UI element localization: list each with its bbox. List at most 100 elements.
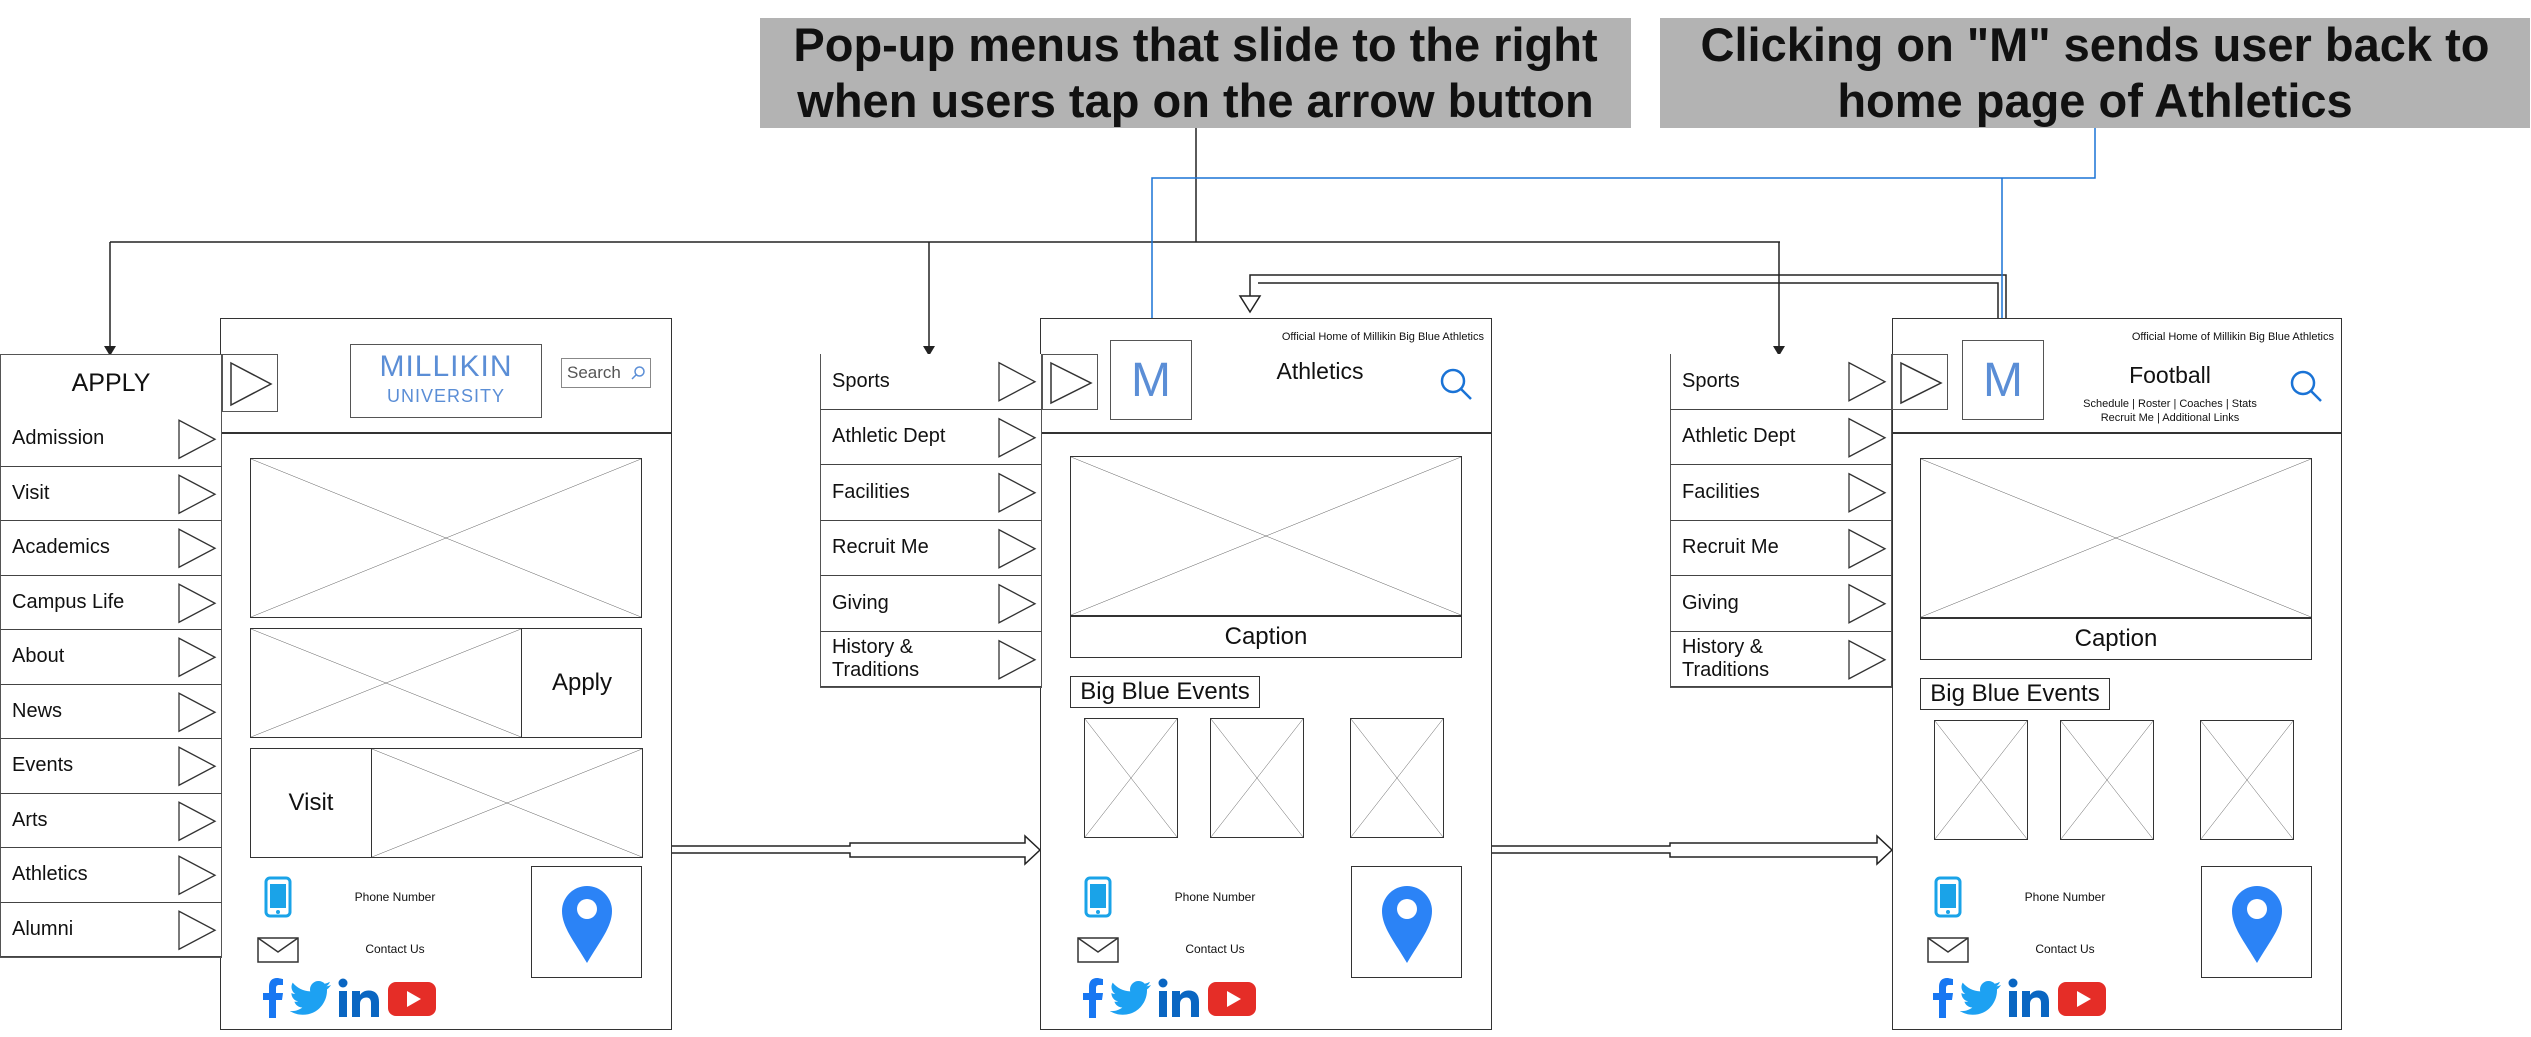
arrow-triangle-icon[interactable] (1845, 576, 1889, 632)
phone-number-label[interactable]: Phone Number (354, 890, 436, 904)
football-event-thumb-3[interactable] (2200, 720, 2294, 840)
football-menu-item[interactable]: Sports (1670, 354, 1892, 410)
football-menu-toggle[interactable] (1892, 354, 1948, 410)
location-pin-icon (2232, 886, 2282, 963)
visit-card[interactable]: Visit (250, 748, 643, 858)
football-event-thumb-2[interactable] (2060, 720, 2154, 840)
map-box[interactable] (531, 866, 642, 978)
arrow-triangle-icon[interactable] (1845, 465, 1889, 521)
football-events-title[interactable]: Big Blue Events (1920, 678, 2110, 710)
athletics-menu-item[interactable]: Giving (820, 576, 1042, 632)
football-menu-item[interactable]: Recruit Me (1670, 520, 1892, 577)
home-menu-item-label: Athletics (12, 863, 88, 886)
youtube-icon[interactable] (2058, 982, 2106, 1016)
linkedin-icon[interactable] (1158, 978, 1200, 1018)
phone-number-label[interactable]: Phone Number (1174, 890, 1256, 904)
search-icon[interactable] (1438, 366, 1474, 402)
home-menu-item[interactable]: Alumni (0, 902, 222, 958)
popup-menu-note: Pop-up menus that slide to the right whe… (760, 18, 1631, 128)
arrow-triangle-icon[interactable] (175, 848, 219, 903)
home-menu-item[interactable]: News (0, 684, 222, 740)
arrow-triangle-icon[interactable] (175, 467, 219, 522)
contact-us-label[interactable]: Contact Us (365, 942, 425, 956)
arrow-triangle-icon[interactable] (175, 685, 219, 740)
home-menu-item[interactable]: Events (0, 739, 222, 794)
athletics-menu-item[interactable]: Recruit Me (820, 520, 1042, 577)
arrow-triangle-icon[interactable] (1845, 354, 1889, 410)
football-menu-item[interactable]: Giving (1670, 576, 1892, 632)
youtube-icon[interactable] (1208, 982, 1256, 1016)
arrow-triangle-icon[interactable] (995, 632, 1039, 688)
home-hero-image (250, 458, 642, 618)
arrow-triangle-icon[interactable] (995, 576, 1039, 632)
athletics-menu-item[interactable]: Athletic Dept (820, 409, 1042, 466)
arrow-triangle-icon[interactable] (175, 903, 219, 958)
facebook-icon[interactable] (262, 978, 284, 1018)
map-box[interactable] (2201, 866, 2312, 978)
football-event-thumb-1[interactable] (1934, 720, 2028, 840)
arrow-triangle-icon[interactable] (995, 354, 1039, 410)
home-menu-item-label: Admission (12, 427, 105, 450)
social-icons (1932, 974, 2132, 1020)
contact-us-label[interactable]: Contact Us (2035, 942, 2095, 956)
athletics-event-thumb-3[interactable] (1350, 718, 1444, 838)
arrow-triangle-icon[interactable] (175, 739, 219, 794)
arrow-triangle-icon[interactable] (175, 576, 219, 631)
millikin-logo[interactable]: MILLIKIN UNIVERSITY (350, 344, 542, 418)
arrow-triangle-icon[interactable] (995, 521, 1039, 577)
athletics-menu-item[interactable]: Facilities (820, 465, 1042, 521)
phone-icon (1934, 876, 1962, 918)
football-menu-item[interactable]: History & Traditions (1670, 631, 1892, 688)
social-icons (262, 974, 462, 1020)
facebook-icon[interactable] (1082, 978, 1104, 1018)
athletics-events-title[interactable]: Big Blue Events (1070, 676, 1260, 708)
twitter-icon[interactable] (1960, 980, 2002, 1016)
arrow-triangle-icon[interactable] (175, 412, 219, 467)
search-icon[interactable] (2288, 368, 2324, 404)
home-menu-item[interactable]: Arts (0, 793, 222, 849)
arrow-triangle-icon[interactable] (995, 465, 1039, 521)
athletics-menu-toggle[interactable] (1042, 354, 1098, 410)
phone-icon (1084, 876, 1112, 918)
athletics-menu-item[interactable]: Sports (820, 354, 1042, 410)
arrow-triangle-icon[interactable] (1845, 410, 1889, 466)
map-box[interactable] (1351, 866, 1462, 978)
facebook-icon[interactable] (1932, 978, 1954, 1018)
apply-card[interactable]: Apply (250, 628, 642, 738)
athletics-event-thumb-2[interactable] (1210, 718, 1304, 838)
m-home-note-text: Clicking on "M" sends user back to home … (1700, 18, 2490, 127)
contact-us-label[interactable]: Contact Us (1185, 942, 1245, 956)
home-menu-item[interactable]: Visit (0, 466, 222, 522)
twitter-icon[interactable] (290, 980, 332, 1016)
arrow-triangle-icon[interactable] (1845, 521, 1889, 577)
arrow-triangle-icon[interactable] (175, 521, 219, 576)
football-sublinks-2[interactable]: Recruit Me | Additional Links (2100, 412, 2240, 424)
home-menu-item[interactable]: About (0, 630, 222, 685)
athletics-event-thumb-1[interactable] (1084, 718, 1178, 838)
logo-top-text: MILLIKIN (379, 350, 513, 383)
football-menu-item[interactable]: Facilities (1670, 465, 1892, 521)
popup-menu-note-text: Pop-up menus that slide to the right whe… (793, 18, 1598, 127)
home-menu-item[interactable]: Academics (0, 521, 222, 576)
flow-arrow-1 (672, 834, 1042, 866)
mail-icon (1927, 937, 1969, 963)
home-menu-item[interactable]: Athletics (0, 848, 222, 903)
twitter-icon[interactable] (1110, 980, 1152, 1016)
phone-number-label[interactable]: Phone Number (2024, 890, 2106, 904)
football-sublinks-1[interactable]: Schedule | Roster | Coaches | Stats (2083, 398, 2257, 410)
football-menu-item[interactable]: Athletic Dept (1670, 409, 1892, 466)
arrow-triangle-icon[interactable] (175, 794, 219, 849)
athletics-menu-item[interactable]: History & Traditions (820, 631, 1042, 688)
home-menu-toggle[interactable] (222, 354, 278, 412)
youtube-icon[interactable] (388, 982, 436, 1016)
athletics-m-logo[interactable]: M (1110, 340, 1192, 420)
arrow-triangle-icon[interactable] (1845, 632, 1889, 688)
arrow-triangle-icon[interactable] (995, 410, 1039, 466)
home-menu-item[interactable]: Admission (0, 412, 222, 467)
linkedin-icon[interactable] (2008, 978, 2050, 1018)
linkedin-icon[interactable] (338, 978, 380, 1018)
home-search-input[interactable]: Search (561, 358, 651, 388)
football-m-logo[interactable]: M (1962, 340, 2044, 420)
home-menu-item[interactable]: Campus Life (0, 575, 222, 631)
arrow-triangle-icon[interactable] (175, 630, 219, 685)
